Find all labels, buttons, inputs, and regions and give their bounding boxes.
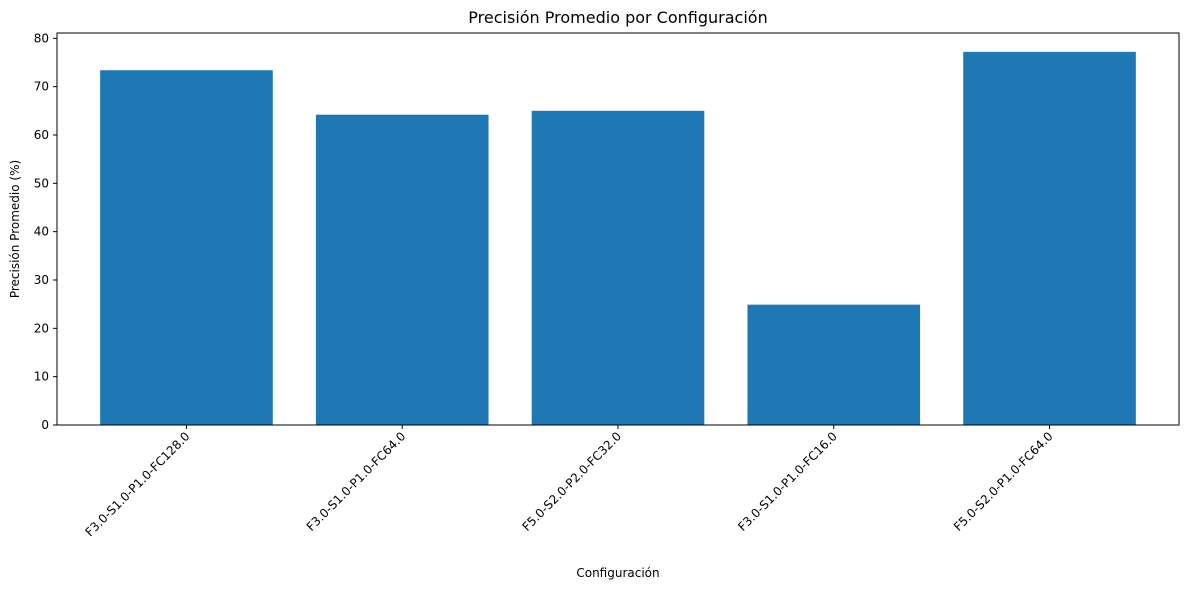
y-tick-label: 0	[41, 418, 49, 432]
y-axis-label: Precisión Promedio (%)	[8, 160, 22, 298]
y-tick-label: 30	[34, 273, 49, 287]
y-axis: 0 10 20 30 40 50 60 70 80	[34, 31, 57, 432]
y-tick-label: 80	[34, 31, 49, 45]
x-tick-label: F5.0-S2.0-P1.0-FC64.0	[951, 429, 1056, 534]
bar-5	[963, 51, 1136, 425]
x-tick-label: F3.0-S1.0-P1.0-FC64.0	[304, 429, 409, 534]
bar-3	[531, 110, 705, 425]
x-tick-label: F3.0-S1.0-P1.0-FC128.0	[83, 429, 193, 539]
plot-frame	[56, 32, 1180, 426]
x-axis-label: Configuración	[576, 566, 659, 580]
bar-4	[747, 304, 921, 425]
y-tick-label: 20	[34, 321, 49, 335]
x-tick-label: F5.0-S2.0-P2.0-FC32.0	[519, 429, 624, 534]
chart-title: Precisión Promedio por Configuración	[468, 8, 767, 27]
bar-2	[315, 114, 489, 425]
y-tick-label: 60	[34, 128, 49, 142]
bars-group	[100, 51, 1136, 425]
x-tick-label: F3.0-S1.0-P1.0-FC16.0	[735, 429, 840, 534]
y-tick-label: 70	[34, 80, 49, 94]
y-tick-label: 40	[34, 225, 49, 239]
bar-1	[100, 70, 273, 425]
y-tick-label: 50	[34, 176, 49, 190]
x-axis: F3.0-S1.0-P1.0-FC128.0 F3.0-S1.0-P1.0-FC6…	[83, 425, 1056, 539]
y-tick-label: 10	[34, 370, 49, 384]
